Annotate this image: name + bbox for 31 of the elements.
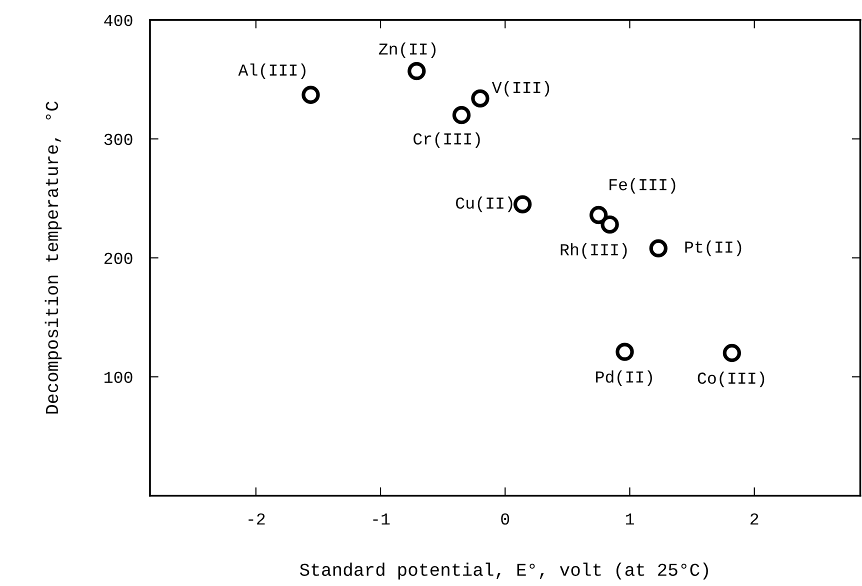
- point: [452, 106, 471, 124]
- y-axis-title: Decomposition temperature, °C: [44, 102, 62, 414]
- x-axis-title: Standard potential, E°, volt (at 25°C): [300, 562, 708, 580]
- annotation: Pt(II): [685, 240, 742, 256]
- point: [513, 195, 532, 214]
- point: [590, 206, 608, 224]
- point: [600, 215, 619, 234]
- x-tick-label: 0: [501, 513, 510, 525]
- x-tick-label: -1: [373, 514, 390, 524]
- point: [722, 344, 742, 362]
- annotation: Rh(III): [560, 243, 627, 259]
- x-tick-label: -2: [248, 513, 265, 524]
- point: [616, 342, 634, 361]
- point: [302, 86, 320, 104]
- annotation: Pd(II): [596, 370, 652, 386]
- annotation: Al(III): [238, 63, 306, 80]
- annotation: Fe(III): [610, 178, 676, 194]
- annotation: Zn(II): [378, 42, 436, 58]
- point: [649, 239, 668, 258]
- annotation: Cr(III): [414, 132, 480, 148]
- y-tick-label: 100: [104, 372, 132, 383]
- point: [471, 89, 490, 108]
- point: [408, 62, 426, 80]
- annotation: Co(III): [698, 372, 764, 388]
- y-tick-label: 200: [104, 252, 132, 264]
- y-tick-label: 300: [104, 134, 132, 146]
- annotation: Cu(II): [456, 196, 512, 212]
- x-tick-label: 1: [626, 514, 634, 524]
- y-tick-label: 400: [104, 14, 132, 26]
- annotation: V(III): [492, 80, 550, 96]
- x-tick-label: 2: [750, 513, 758, 524]
